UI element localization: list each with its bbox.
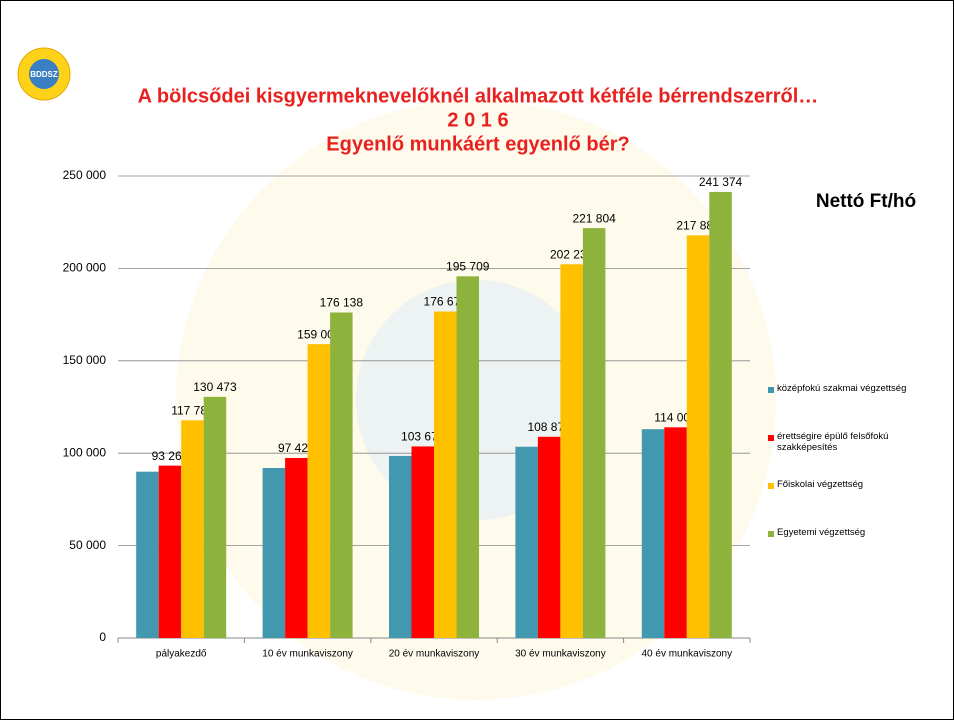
bar	[582, 228, 606, 638]
data-label: 117 783	[171, 404, 214, 418]
bar	[434, 311, 457, 638]
unit-annotation: Nettó Ft/hó	[816, 191, 916, 212]
y-tick-label: 0	[99, 630, 106, 644]
legend-item: középfokú szakmai végzettség	[768, 383, 938, 431]
y-tick-label: 150 000	[63, 353, 107, 367]
x-tick-label: 10 év munkaviszony	[262, 649, 353, 660]
logo-text: BDDSZ	[30, 70, 58, 79]
bar	[456, 276, 479, 638]
data-label: 93 260	[152, 449, 189, 463]
bar	[181, 420, 204, 638]
bar	[136, 471, 159, 638]
data-label: 241 374	[699, 175, 743, 189]
bar	[203, 396, 227, 638]
bar	[537, 436, 561, 638]
y-tick-label: 200 000	[63, 261, 107, 275]
y-tick-label: 50 000	[69, 538, 106, 552]
bar	[158, 465, 182, 638]
bar	[664, 427, 687, 638]
data-label: 202 231	[550, 247, 594, 261]
legend-swatch	[768, 435, 774, 441]
bar	[262, 467, 286, 638]
bar	[709, 191, 732, 638]
x-tick-label: pályakezdő	[156, 649, 207, 660]
bar	[389, 455, 412, 638]
legend-swatch	[768, 483, 774, 489]
bar	[515, 446, 538, 638]
legend-label: középfokú szakmai végzettség	[777, 383, 907, 394]
legend-item: Főiskolai végzettség	[768, 479, 938, 527]
data-label: 97 424	[278, 441, 315, 455]
data-label: 195 709	[446, 260, 490, 274]
data-label: 176 675	[424, 295, 468, 309]
data-label: 221 804	[572, 211, 616, 225]
bar	[686, 235, 710, 638]
y-tick-label: 250 000	[63, 168, 107, 182]
legend-swatch	[768, 531, 774, 537]
legend-label: Főiskolai végzettség	[777, 479, 864, 490]
legend-label: érettségire épülő felsőfokú szakképesíté…	[777, 431, 889, 453]
bar	[307, 344, 331, 638]
bar	[641, 429, 665, 638]
data-label: 159 007	[297, 327, 341, 341]
y-tick-label: 100 000	[63, 445, 107, 459]
bar	[330, 312, 353, 638]
x-tick-label: 20 év munkaviszony	[389, 649, 480, 660]
data-label: 176 138	[320, 296, 364, 310]
data-label: 108 875	[527, 420, 571, 434]
x-tick-label: 30 év munkaviszony	[515, 649, 606, 660]
legend-label: Egyetemi végzettség	[777, 527, 866, 538]
chart-subtitle: Egyenlő munkáért egyenlő bér?	[326, 133, 629, 155]
bar	[560, 264, 583, 638]
logo: BDDSZ	[17, 47, 71, 101]
data-label: 103 670	[401, 430, 445, 444]
legend-item: Egyetemi végzettség	[768, 527, 938, 575]
legend: középfokú szakmai végzettség érettségire …	[768, 383, 938, 575]
chart-title: A bölcsődei kisgyermeknevelőknél alkalma…	[138, 85, 819, 107]
legend-item: érettségire épülő felsőfokú szakképesíté…	[768, 431, 938, 479]
legend-swatch	[768, 387, 774, 393]
data-label: 114 000	[654, 410, 697, 424]
bar	[285, 457, 308, 638]
data-label: 130 473	[193, 380, 237, 394]
data-label: 217 889	[676, 219, 720, 233]
chart-subtitle: 2 0 1 6	[447, 109, 508, 131]
x-tick-label: 40 év munkaviszony	[641, 649, 732, 660]
bar	[411, 446, 434, 638]
